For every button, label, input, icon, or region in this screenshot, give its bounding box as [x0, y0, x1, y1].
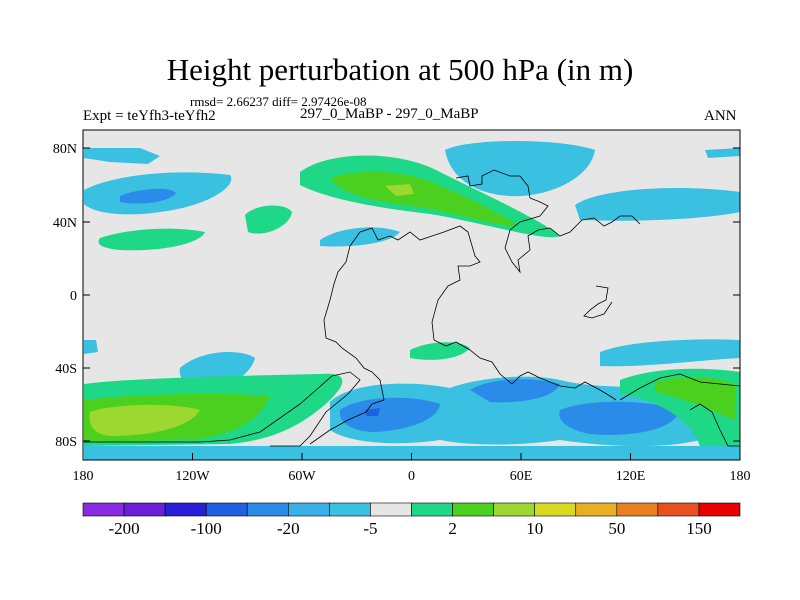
- lon-label-120w: 120W: [175, 469, 210, 484]
- lon-label-60e: 60E: [510, 469, 533, 484]
- longitude-ticks: [82, 453, 741, 460]
- colorbar-swatch: [164, 502, 207, 517]
- colorbar-label: 50: [608, 519, 625, 538]
- contour-green-ne-pacific: [245, 205, 292, 234]
- lon-label-180e: 180: [730, 469, 751, 484]
- lat-label-80s: 80S: [55, 435, 77, 450]
- colorbar-label: 150: [686, 519, 712, 538]
- coastline-antarctica: [84, 371, 361, 447]
- colorbar-swatch: [411, 502, 453, 517]
- colorbar-swatch: [657, 502, 700, 517]
- contour-darkblue-s-atlantic: [365, 408, 380, 416]
- colorbar-label: -5: [363, 519, 377, 538]
- colorbar-swatch: [616, 502, 659, 517]
- longitude-labels: 180 120W 60W 0 60E 120E 180: [73, 469, 751, 484]
- stats-text: rmsd= 2.66237 diff= 2.97426e-08: [190, 94, 367, 109]
- coastline-south-america: [309, 371, 385, 445]
- contour-blue-s-pacific: [84, 340, 98, 354]
- colorbar-swatch: [698, 502, 741, 517]
- colorbar-swatch: [123, 502, 166, 517]
- colorbar-swatch: [246, 502, 289, 517]
- colorbar-label: -100: [191, 519, 222, 538]
- colorbar-swatch: [329, 502, 371, 517]
- contour-darkgreen-n-america: [330, 171, 520, 226]
- coastline-eurasia: [455, 169, 641, 274]
- plot-title: Height perturbation at 500 hPa (in m): [166, 52, 634, 87]
- colorbar-swatch: [575, 502, 618, 517]
- colorbar-swatch: [205, 502, 248, 517]
- coastline-north-america: [359, 225, 617, 401]
- contour-yellow-core: [385, 184, 414, 196]
- latitude-labels: 80N 40N 0 40S 80S: [53, 142, 77, 450]
- latitude-ticks: [83, 147, 740, 442]
- colorbar: [82, 502, 741, 517]
- contour-blue-n-atlantic: [320, 227, 400, 247]
- contour-blue-nw-pacific: [84, 148, 160, 164]
- contour-blue-asia: [575, 188, 740, 221]
- experiment-label: Expt = teYfh3-teYfh2: [83, 108, 216, 124]
- lat-label-80n: 80N: [53, 142, 77, 157]
- colorbar-label: 2: [448, 519, 457, 538]
- season-label: ANN: [704, 108, 737, 124]
- colorbar-swatch: [452, 502, 494, 517]
- contour-midblue-s-indian-2: [559, 401, 680, 435]
- contour-blue-arctic-e: [705, 148, 740, 158]
- colorbar-label: -200: [108, 519, 139, 538]
- colorbar-label: 10: [526, 519, 543, 538]
- contour-fill: [83, 130, 740, 460]
- contour-midblue-s-atlantic: [339, 397, 440, 432]
- colorbar-swatch: [288, 502, 330, 517]
- colorbar-swatch: [534, 502, 577, 517]
- lon-label-120e: 120E: [616, 469, 646, 484]
- colorbar-swatch: [370, 502, 412, 517]
- coastline-western-americas: [323, 231, 373, 373]
- contour-blue-europe: [445, 141, 595, 197]
- coastlines: [84, 169, 740, 447]
- contour-green-s-atlantic: [410, 342, 470, 360]
- colorbar-swatch: [493, 502, 535, 517]
- lat-label-40n: 40N: [53, 216, 77, 231]
- case-label: 297_0_MaBP - 297_0_MaBP: [300, 106, 479, 122]
- lat-label-0: 0: [70, 289, 77, 304]
- contour-darkgreen-s-east: [655, 376, 735, 420]
- contour-yellow-s-pacific: [89, 404, 200, 436]
- contour-blue-s-indian: [600, 339, 740, 367]
- lon-label-60w: 60W: [288, 469, 316, 484]
- contour-midblue-s-indian: [470, 379, 560, 403]
- lon-label-0: 0: [408, 469, 415, 484]
- contour-green-n-pacific: [98, 228, 205, 251]
- lon-label-180w: 180: [73, 469, 94, 484]
- lat-label-40s: 40S: [55, 362, 77, 377]
- coastline-antarctica-east: [619, 373, 740, 447]
- colorbar-labels: -200 -100 -20 -5 2 10 50 150: [108, 519, 711, 538]
- contour-mid-blue-n-pacific: [120, 188, 176, 204]
- colorbar-label: -20: [277, 519, 300, 538]
- coastline-australia: [583, 285, 613, 319]
- colorbar-swatch: [82, 502, 125, 517]
